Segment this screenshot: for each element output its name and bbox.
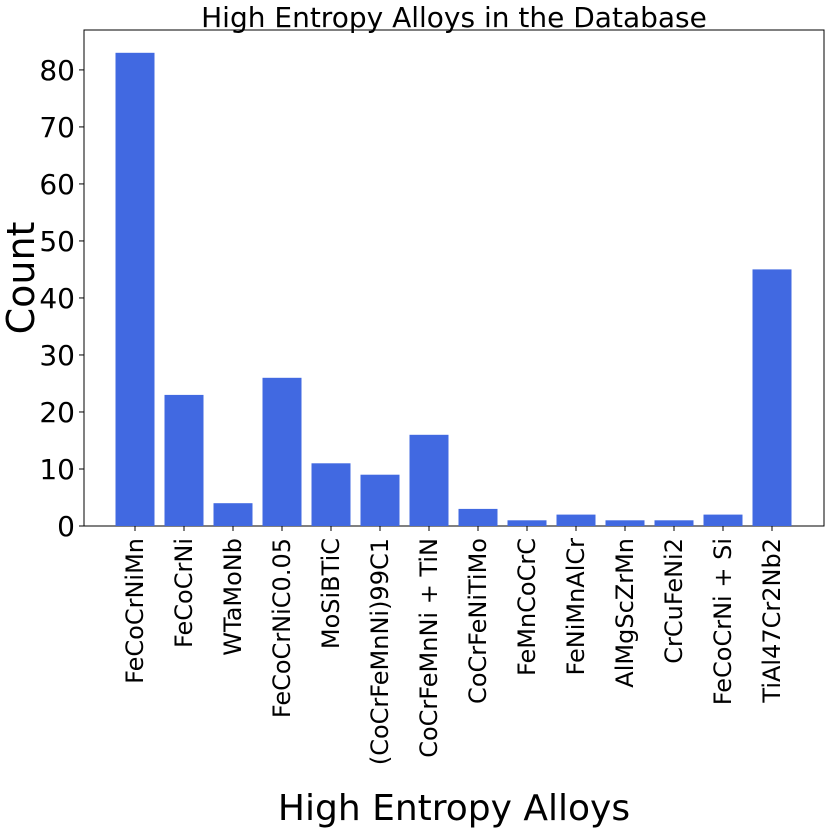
bar-2 — [213, 503, 253, 526]
x-tick-label-5: (CoCrFeMnNi)99C1 — [366, 538, 394, 765]
bars-group — [115, 52, 792, 527]
bar-10 — [605, 520, 645, 526]
x-tick-label-6: CoCrFeMnNi + TiN — [415, 538, 443, 758]
x-axis-label: High Entropy Alloys — [278, 788, 630, 829]
y-axis-label: Count — [0, 222, 43, 335]
chart-title: High Entropy Alloys in the Database — [201, 1, 707, 34]
x-tick-label-8: FeMnCoCrC — [513, 538, 541, 676]
x-tick-label-10: AlMgScZrMn — [611, 538, 639, 688]
y-tick-label-5: 50 — [39, 225, 75, 258]
x-tick-label-12: FeCoCrNi + Si — [709, 538, 737, 705]
y-tick-label-8: 80 — [39, 54, 75, 87]
y-tick-label-3: 30 — [39, 339, 75, 372]
x-tick-label-4: MoSiBTiC — [317, 538, 345, 649]
plot-area — [83, 29, 825, 527]
bar-0 — [115, 52, 155, 527]
y-axis-ticks: 0 10 20 30 40 50 60 70 80 — [39, 54, 84, 543]
x-tick-label-2: WTaMoNb — [219, 538, 247, 656]
bar-9 — [556, 514, 596, 526]
x-tick-label-1: FeCoCrNi — [170, 538, 198, 648]
y-tick-label-7: 70 — [39, 111, 75, 144]
bar-5 — [360, 474, 400, 526]
y-tick-label-4: 40 — [39, 282, 75, 315]
y-tick-label-2: 20 — [39, 396, 75, 429]
bar-7 — [458, 508, 498, 526]
x-axis-ticks: FeCoCrNiMn FeCoCrNi WTaMoNb FeCoCrNiC0.05 Mo… — [121, 526, 786, 765]
x-tick-label-13: TiAl47Cr2Nb2 — [758, 538, 786, 704]
bar-3 — [262, 377, 302, 526]
x-tick-label-7: CoCrFeNiTiMo — [464, 538, 492, 704]
bar-11 — [654, 520, 694, 526]
bar-12 — [703, 514, 743, 526]
bar-8 — [507, 520, 547, 526]
x-tick-label-3: FeCoCrNiC0.05 — [268, 538, 296, 718]
x-tick-label-11: CrCuFeNi2 — [660, 538, 688, 664]
bar-4 — [311, 463, 351, 526]
y-tick-label-0: 0 — [57, 510, 75, 543]
y-tick-label-1: 10 — [39, 453, 75, 486]
bar-6 — [409, 434, 449, 526]
x-tick-label-9: FeNiMnAlCr — [562, 538, 590, 676]
bar-13 — [752, 269, 792, 526]
y-tick-label-6: 60 — [39, 168, 75, 201]
x-tick-label-0: FeCoCrNiMn — [121, 538, 149, 684]
bar-1 — [164, 394, 204, 526]
